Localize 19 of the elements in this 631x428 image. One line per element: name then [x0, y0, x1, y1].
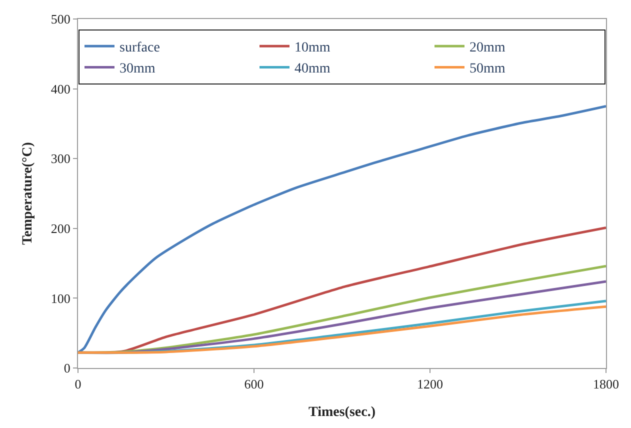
- x-tick-label: 600: [244, 376, 264, 392]
- y-tick-label: 400: [50, 81, 70, 96]
- y-tick-label: 200: [50, 220, 70, 236]
- x-tick-label: 1800: [593, 376, 619, 392]
- legend-label: 30mm: [120, 62, 156, 77]
- legend-label: 10mm: [294, 40, 330, 56]
- x-tick-label: 0: [74, 376, 82, 392]
- x-tick-label: 1200: [417, 376, 443, 392]
- y-tick-label: 100: [50, 290, 70, 306]
- legend-label: surface: [120, 40, 160, 56]
- line-series: [78, 105, 606, 354]
- y-tick-label: 500: [50, 12, 70, 27]
- x-axis-title: Times(sec.): [308, 404, 376, 420]
- legend-label: 20mm: [470, 40, 506, 56]
- legend-label: 40mm: [294, 62, 330, 77]
- legend-label: 50mm: [470, 62, 506, 77]
- y-axis-title: Temperature(°C): [20, 142, 36, 245]
- y-tick-label: 300: [50, 151, 70, 166]
- y-tick-label: 0: [64, 360, 70, 376]
